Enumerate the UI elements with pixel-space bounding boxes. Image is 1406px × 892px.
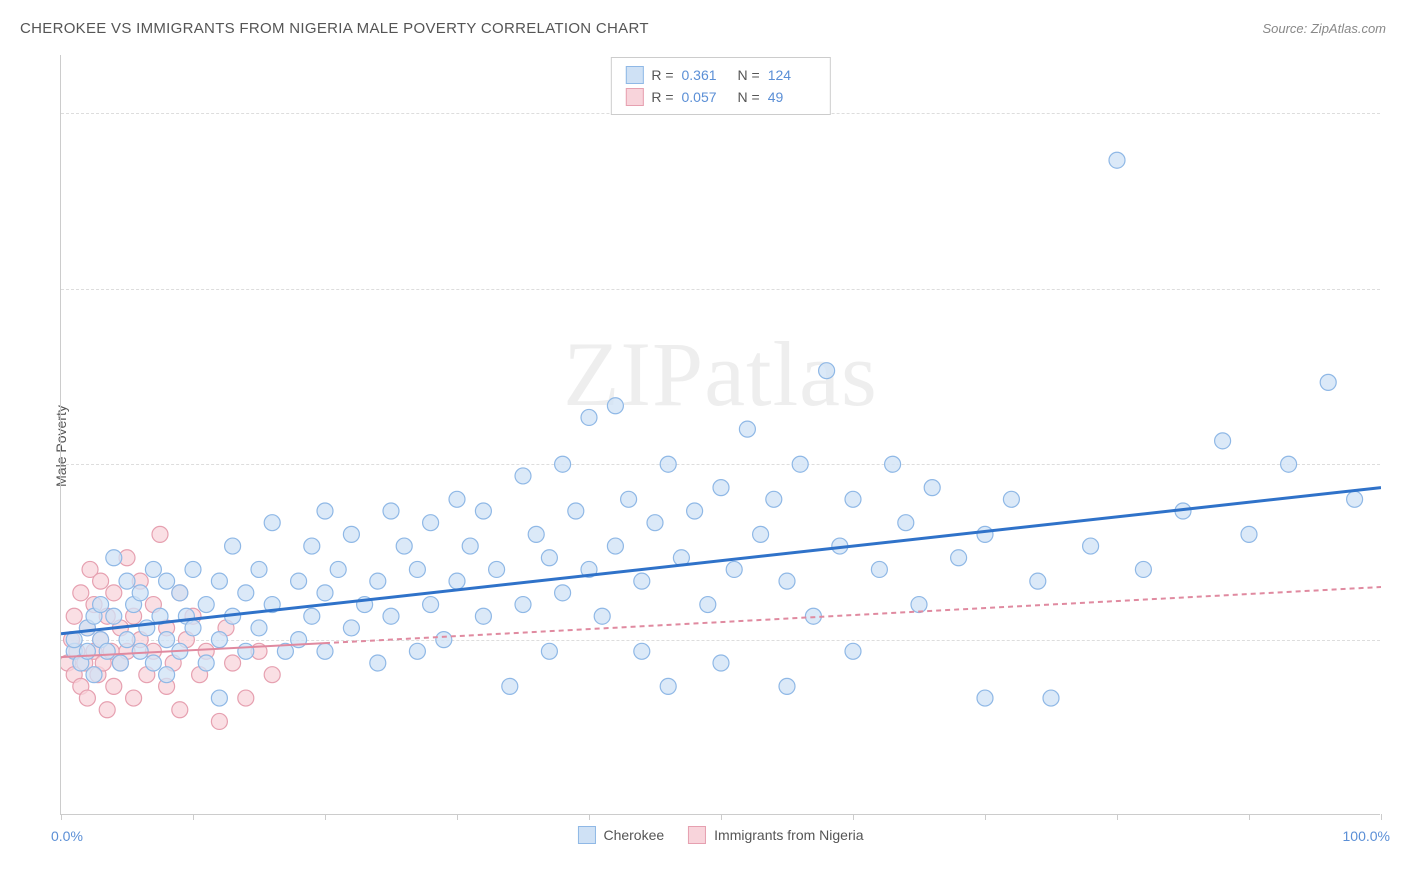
chart-plot-area: ZIPatlas R = 0.361 N = 124 R = 0.057 N =… (60, 55, 1380, 815)
legend-item-nigeria: Immigrants from Nigeria (688, 826, 863, 844)
legend-swatch-nigeria-icon (688, 826, 706, 844)
legend-swatch-nigeria (625, 88, 643, 106)
legend-row-cherokee: R = 0.361 N = 124 (625, 64, 815, 86)
y-tick-label: 60.0% (1390, 105, 1406, 121)
y-tick-label: 45.0% (1390, 281, 1406, 297)
scatter-svg (61, 55, 1381, 815)
chart-title: CHEROKEE VS IMMIGRANTS FROM NIGERIA MALE… (20, 20, 649, 37)
legend-swatch-cherokee (625, 66, 643, 84)
chart-header: CHEROKEE VS IMMIGRANTS FROM NIGERIA MALE… (20, 20, 1386, 37)
legend-row-nigeria: R = 0.057 N = 49 (625, 86, 815, 108)
x-axis-max-label: 100.0% (1343, 828, 1390, 844)
legend-swatch-cherokee-icon (577, 826, 595, 844)
x-axis-min-label: 0.0% (51, 828, 83, 844)
y-tick-label: 30.0% (1390, 456, 1406, 472)
correlation-legend: R = 0.361 N = 124 R = 0.057 N = 49 (610, 57, 830, 115)
y-tick-label: 15.0% (1390, 632, 1406, 648)
x-tick (1381, 814, 1382, 820)
legend-item-cherokee: Cherokee (577, 826, 664, 844)
series-legend: Cherokee Immigrants from Nigeria (577, 826, 863, 844)
source-attribution: Source: ZipAtlas.com (1262, 21, 1386, 36)
